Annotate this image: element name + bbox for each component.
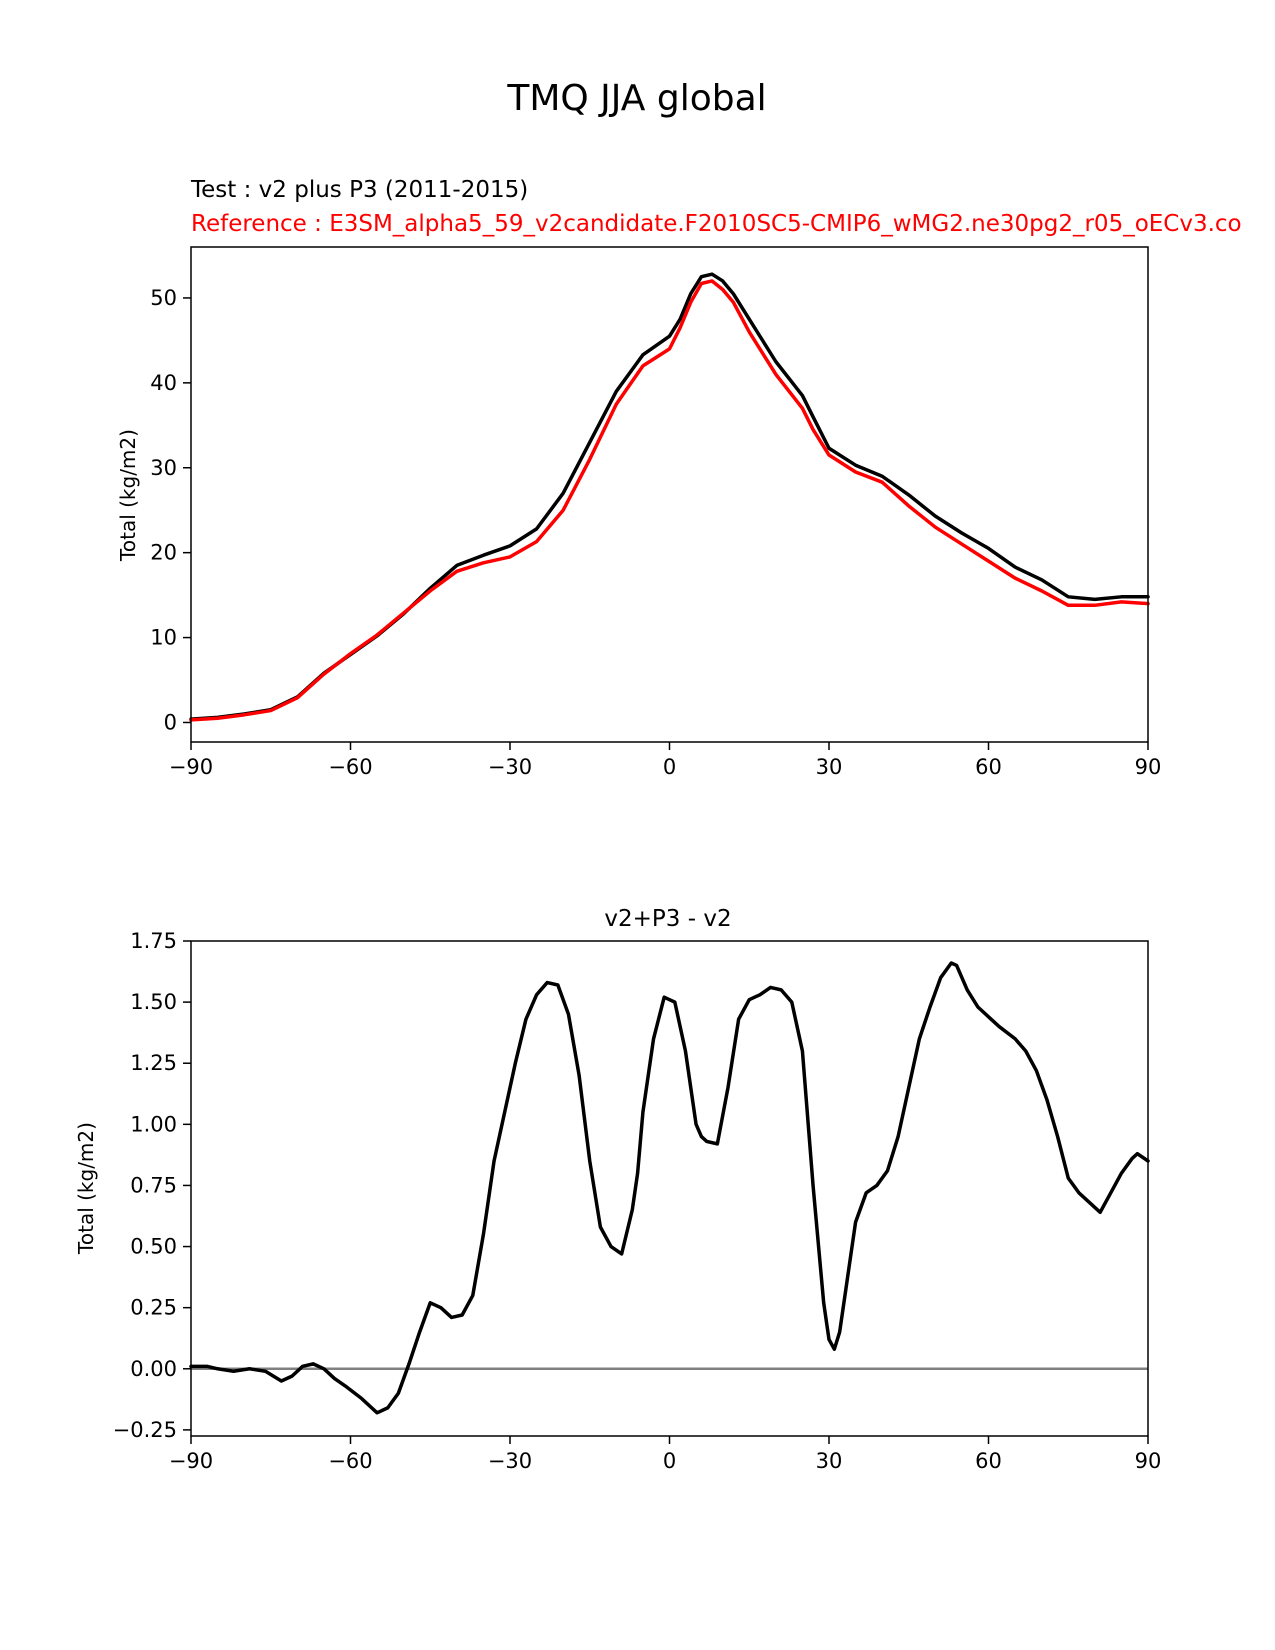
y-tick-label: 1.00 bbox=[130, 1112, 177, 1136]
reference-label: Reference : E3SM_alpha5_59_v2candidate.F… bbox=[191, 211, 1242, 237]
difference-title: v2+P3 - v2 bbox=[604, 906, 731, 932]
y-tick-label: 0.00 bbox=[130, 1357, 177, 1381]
climatology-panel: Test : v2 plus P3 (2011-2015) Reference … bbox=[116, 177, 1242, 779]
x-tick-label: 90 bbox=[1135, 1449, 1162, 1473]
x-tick-label: 60 bbox=[975, 755, 1002, 779]
y-tick-label: 20 bbox=[150, 541, 177, 565]
x-tick-label: 30 bbox=[816, 1449, 843, 1473]
y-tick-label: 40 bbox=[150, 371, 177, 395]
x-tick-label: −60 bbox=[328, 755, 372, 779]
axes-frame bbox=[190, 940, 1149, 1437]
y-tick-label: 0 bbox=[164, 710, 177, 734]
y-axis-label: Total (kg/m2) bbox=[74, 1122, 98, 1255]
y-tick-label: 50 bbox=[150, 286, 177, 310]
y-tick-label: −0.25 bbox=[113, 1418, 177, 1442]
x-tick-label: −30 bbox=[488, 755, 532, 779]
y-tick-label: 0.25 bbox=[130, 1296, 177, 1320]
y-tick-label: 0.50 bbox=[130, 1235, 177, 1259]
x-tick-label: −90 bbox=[169, 1449, 213, 1473]
x-tick-label: 0 bbox=[663, 1449, 676, 1473]
plot-area: −90 −60 −30 0 30 60 90 0 10 20 30 40 50 bbox=[150, 246, 1162, 779]
series-line-test bbox=[189, 272, 1150, 721]
test-label: Test : v2 plus P3 (2011-2015) bbox=[190, 177, 528, 203]
y-axis-label: Total (kg/m2) bbox=[116, 429, 140, 562]
x-tick-label: −90 bbox=[169, 755, 213, 779]
x-tick-label: −60 bbox=[328, 1449, 372, 1473]
x-tick-label: 0 bbox=[663, 755, 676, 779]
series-line-difference bbox=[189, 961, 1150, 1415]
x-tick-label: 90 bbox=[1135, 755, 1162, 779]
difference-panel: v2+P3 - v2 Total (kg/m2) −90 −60 −30 0 30 60 9… bbox=[74, 906, 1161, 1473]
x-tick-label: 30 bbox=[816, 755, 843, 779]
y-tick-label: 10 bbox=[150, 626, 177, 650]
y-tick-label: 30 bbox=[150, 456, 177, 480]
y-tick-label: 0.75 bbox=[130, 1173, 177, 1197]
x-tick-label: −30 bbox=[488, 1449, 532, 1473]
figure-title: TMQ JJA global bbox=[506, 78, 766, 119]
y-tick-label: 1.50 bbox=[130, 990, 177, 1014]
series-line-reference bbox=[189, 279, 1150, 722]
y-tick-label: 1.25 bbox=[130, 1051, 177, 1075]
y-tick-label: 1.75 bbox=[130, 929, 177, 953]
plot-area: −90 −60 −30 0 30 60 90 −0.25 0.00 0.25 0.50 0.75 1.0… bbox=[113, 929, 1162, 1473]
x-tick-label: 60 bbox=[975, 1449, 1002, 1473]
